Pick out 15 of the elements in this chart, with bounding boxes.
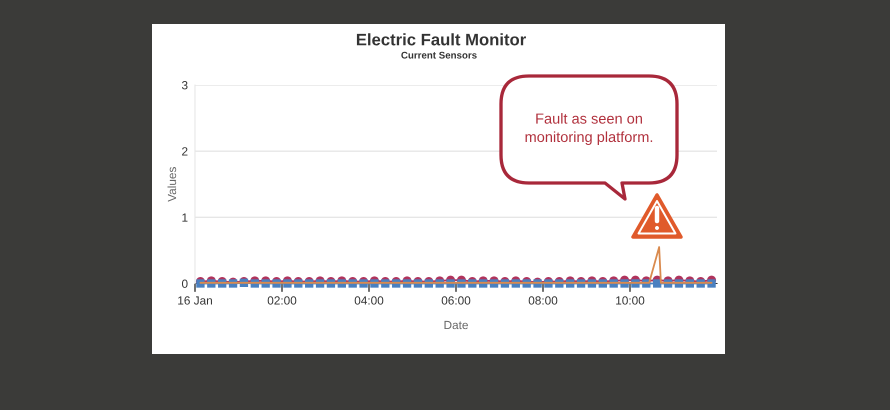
chart-title: Electric Fault Monitor bbox=[356, 33, 526, 46]
y-tick-label: 2 bbox=[182, 147, 188, 156]
y-tick-label: 3 bbox=[182, 81, 188, 90]
annotation: Fault as seen on monitoring platform. bbox=[526, 113, 652, 145]
x-tick-label: 04:00 bbox=[354, 296, 384, 305]
x-tick-label: 08:00 bbox=[528, 296, 558, 305]
chart-subtitle: Current Sensors bbox=[401, 52, 477, 59]
x-tick-label: 06:00 bbox=[442, 296, 470, 305]
y-tick-label: 0 bbox=[182, 280, 188, 288]
x-tick-label: 10:00 bbox=[616, 296, 644, 305]
y-tick-label: 1 bbox=[182, 213, 188, 222]
x-axis-title: Date bbox=[444, 320, 468, 330]
y-axis-title: Values bbox=[168, 167, 176, 202]
x-tick-label: 16 Jan bbox=[178, 296, 212, 305]
x-tick-label: 02:00 bbox=[268, 296, 296, 305]
